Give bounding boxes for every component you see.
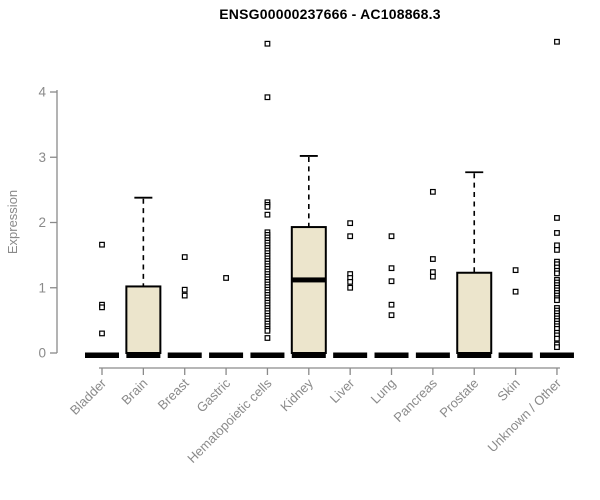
- y-tick-label: 0: [38, 346, 46, 361]
- outlier-point: [429, 269, 436, 275]
- outlier-point: [347, 278, 354, 285]
- outlier-point: [264, 94, 271, 101]
- outlier-point: [512, 267, 519, 274]
- outlier-point: [554, 297, 560, 304]
- outlier-point: [554, 247, 560, 253]
- outlier-point: [429, 273, 436, 280]
- outlier-point: [554, 38, 560, 45]
- zero-bar: [85, 352, 119, 358]
- outlier-point: [554, 270, 560, 277]
- outlier-point: [347, 284, 354, 291]
- x-tick-label-liver: Liver: [327, 375, 358, 406]
- outlier-point: [554, 230, 560, 236]
- outlier-point: [388, 312, 395, 319]
- outlier-point: [429, 188, 436, 195]
- outlier-point: [554, 335, 560, 342]
- x-tick-label-unknown-other: Unknown / Other: [484, 375, 564, 455]
- x-tick-label-brain: Brain: [118, 376, 150, 408]
- outlier-point: [554, 215, 560, 221]
- zero-bar: [415, 352, 450, 358]
- zero-bar: [333, 352, 368, 358]
- y-tick-label: 4: [38, 85, 46, 100]
- x-tick-label-kidney: Kidney: [277, 375, 316, 414]
- box: [290, 226, 327, 355]
- outlier-point: [181, 292, 188, 299]
- outlier-point: [264, 327, 271, 334]
- outlier-point: [99, 241, 105, 248]
- x-tick-label-skin: Skin: [494, 376, 522, 404]
- chart-title: ENSG00000237666 - AC108868.3: [219, 6, 441, 22]
- x-tick-label-gastric: Gastric: [193, 375, 233, 415]
- x-tick-label-bladder: Bladder: [67, 375, 110, 418]
- zero-bar: [374, 352, 409, 358]
- outlier-point: [429, 256, 436, 262]
- outlier-point: [388, 278, 395, 285]
- zero-bar: [539, 352, 574, 358]
- zero-bar: [126, 352, 161, 358]
- zero-bar: [498, 352, 533, 358]
- outlier-point: [554, 344, 560, 351]
- outlier-point: [264, 335, 271, 341]
- outlier-point: [264, 40, 271, 47]
- outlier-point: [99, 330, 105, 337]
- outlier-point: [223, 275, 229, 281]
- outlier-point: [181, 286, 188, 293]
- outlier-point: [264, 211, 271, 218]
- y-tick-label: 3: [38, 150, 46, 165]
- x-tick-label-prostate: Prostate: [437, 376, 482, 421]
- zero-bar: [167, 352, 202, 358]
- x-tick-label-pancreas: Pancreas: [391, 375, 441, 425]
- outlier-point: [264, 203, 271, 210]
- outlier-point: [388, 233, 395, 240]
- outlier-point: [347, 220, 354, 227]
- outlier-point: [388, 265, 395, 272]
- box: [125, 285, 162, 355]
- x-tick-label-breast: Breast: [155, 375, 192, 412]
- zero-bar: [457, 352, 492, 358]
- outlier-point: [99, 304, 105, 311]
- outlier-point: [388, 301, 395, 308]
- outlier-point: [554, 242, 560, 249]
- outlier-point: [347, 233, 354, 240]
- x-tick-label-lung: Lung: [368, 376, 399, 407]
- zero-bar: [250, 352, 285, 358]
- box: [456, 271, 493, 354]
- zero-bar: [209, 352, 244, 358]
- outlier-point: [181, 254, 188, 260]
- y-tick-label: 1: [38, 280, 46, 295]
- y-tick-label: 2: [38, 215, 46, 230]
- median-line: [291, 277, 326, 283]
- zero-bar: [291, 352, 326, 358]
- outlier-point: [512, 288, 519, 295]
